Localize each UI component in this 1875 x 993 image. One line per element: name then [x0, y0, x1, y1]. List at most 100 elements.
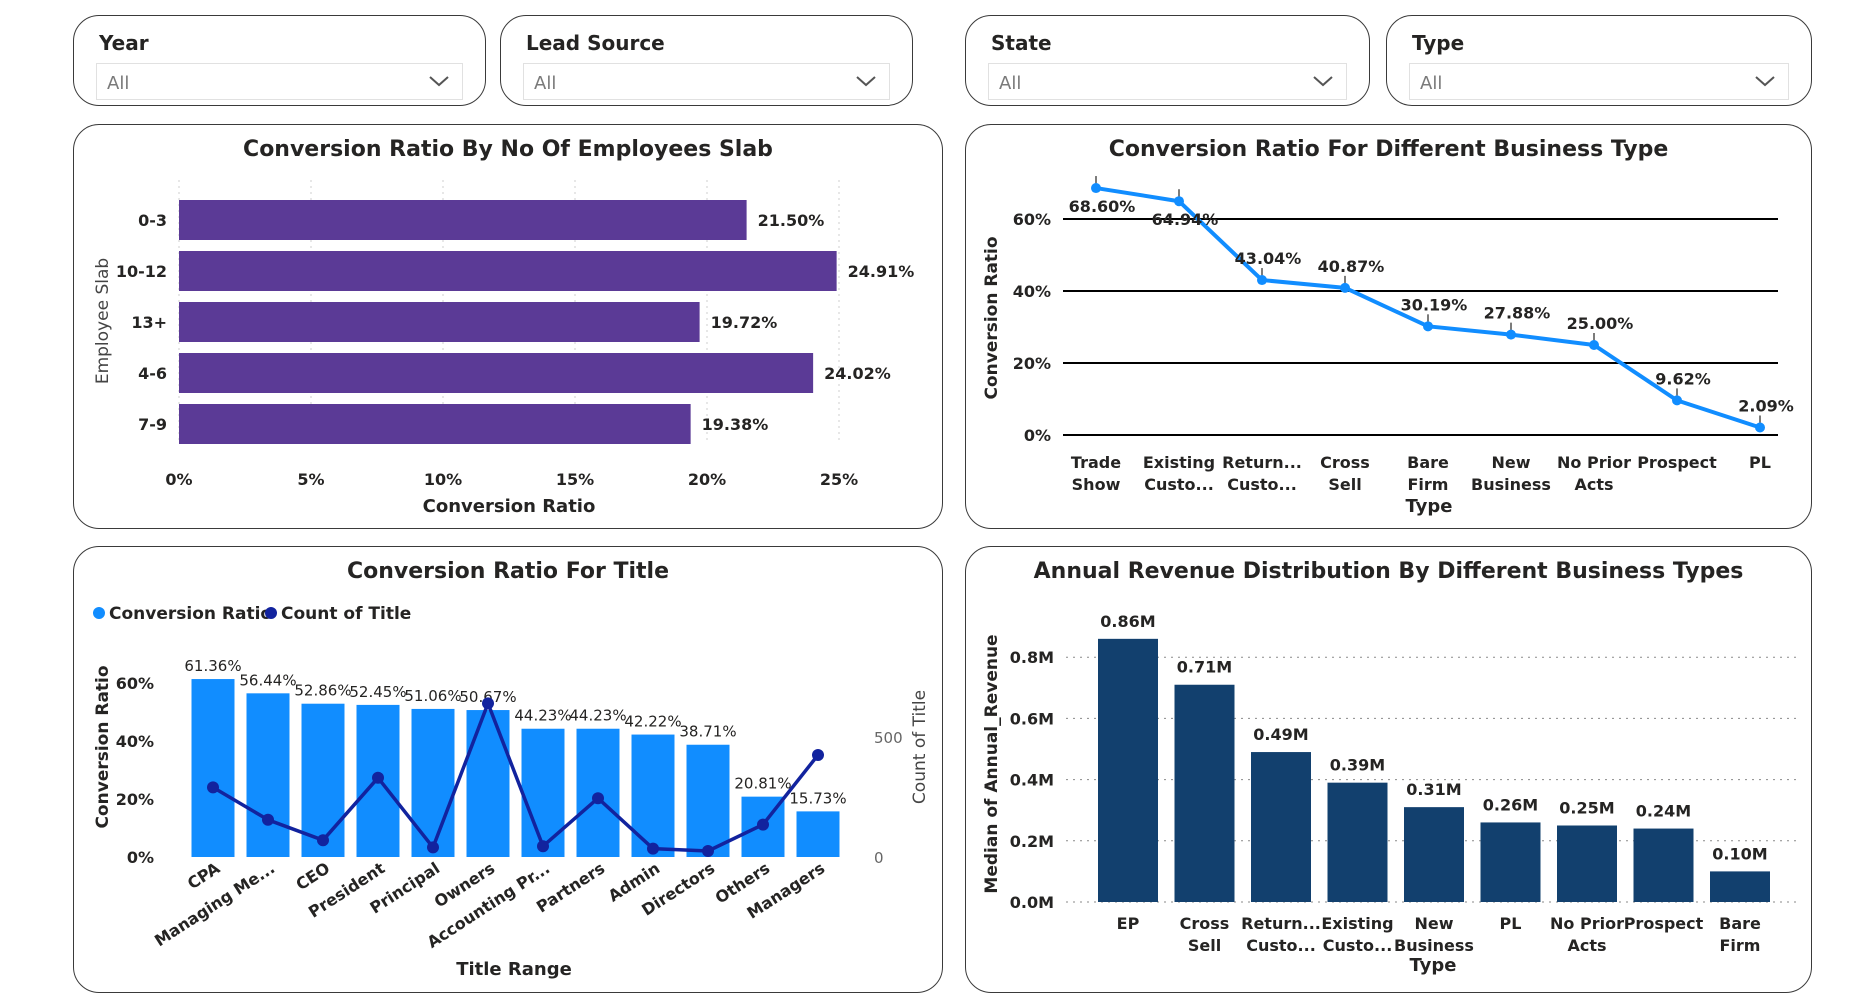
tick-label: 60% — [116, 674, 154, 693]
business-type-plot: 0% 20% 40% 60% 68.60% Trade Show 64.94% Existing… — [982, 176, 1794, 517]
category-label: Acts — [1567, 936, 1606, 955]
data-label: 50.67% — [459, 688, 516, 706]
data-point — [1423, 321, 1433, 332]
category-label: Custo... — [1227, 475, 1297, 494]
data-point — [1506, 329, 1516, 340]
tick-label: 40% — [1013, 282, 1051, 301]
data-label: 43.04% — [1235, 249, 1302, 268]
bar — [179, 353, 814, 393]
data-label: 68.60% — [1069, 197, 1136, 216]
category-label: PL — [1749, 453, 1771, 472]
series-line — [212, 701, 820, 853]
title-conversion-chart[interactable]: Conversion Ratio For Title Conversion Ra… — [73, 546, 943, 993]
type-slicer: Type All — [1386, 15, 1812, 106]
category-label: Trade — [1071, 453, 1121, 472]
legend-label: Conversion Ratio — [109, 604, 272, 624]
bar — [1557, 825, 1617, 902]
data-label: 52.86% — [294, 682, 351, 700]
category-label: 4-6 — [138, 364, 167, 383]
type-dropdown[interactable]: All — [1409, 63, 1789, 100]
data-point — [647, 842, 659, 855]
data-point — [812, 749, 824, 761]
data-label: 2.09% — [1738, 396, 1794, 415]
data-label: 52.45% — [349, 683, 406, 701]
tick-label: 0% — [165, 470, 192, 489]
lead-source-slicer: Lead Source All — [500, 15, 913, 106]
data-point — [1589, 340, 1599, 350]
legend-marker — [265, 607, 277, 619]
bar — [796, 811, 840, 857]
category-label: 0-3 — [138, 211, 167, 230]
state-dropdown[interactable]: All — [988, 63, 1347, 100]
data-label: 44.23% — [569, 707, 626, 725]
chevron-down-icon — [429, 76, 449, 87]
bar — [1174, 684, 1235, 902]
tick-label: 0 — [874, 849, 884, 867]
bar — [179, 200, 747, 240]
data-point — [592, 792, 604, 805]
category-label: Business — [1471, 475, 1551, 494]
category-label: Sell — [1188, 936, 1221, 955]
employee-slab-plot: 0-3 21.50% 10-12 24.91% 13+ 19.72% 4-6 24.02% 7-… — [93, 180, 914, 517]
chevron-down-icon — [856, 76, 876, 87]
dropdown-value: All — [1420, 73, 1443, 94]
legend-label: Count of Title — [281, 604, 411, 624]
data-label: 27.88% — [1484, 304, 1551, 323]
x-axis-title: Type — [1410, 955, 1457, 976]
data-label: 51.06% — [404, 687, 461, 705]
year-slicer: Year All — [73, 15, 486, 106]
bar — [179, 251, 837, 291]
chart-title: Conversion Ratio By No Of Employees Slab — [243, 137, 773, 162]
category-label: Prospect — [1624, 914, 1704, 933]
bar — [1710, 871, 1770, 902]
annual-revenue-chart[interactable]: Annual Revenue Distribution By Different… — [965, 546, 1812, 993]
data-label: 0.71M — [1177, 658, 1232, 677]
chart-title: Conversion Ratio For Title — [346, 559, 669, 584]
data-label: 15.73% — [789, 789, 846, 807]
bar — [179, 302, 700, 342]
category-label: No Prior — [1550, 914, 1624, 933]
data-label: 0.26M — [1483, 795, 1538, 814]
tick-label: 0% — [1024, 426, 1051, 445]
tick-label: 20% — [1013, 354, 1051, 373]
slicer-title: State — [991, 31, 1052, 55]
data-label: 21.50% — [758, 211, 825, 230]
slicer-title: Type — [1412, 31, 1465, 55]
bar — [631, 734, 675, 857]
category-label: New — [1414, 914, 1453, 933]
bar — [1633, 828, 1694, 902]
lead-source-dropdown[interactable]: All — [523, 63, 890, 100]
chevron-down-icon — [1755, 76, 1775, 87]
employee-slab-chart[interactable]: Conversion Ratio By No Of Employees Slab… — [73, 124, 943, 529]
year-dropdown[interactable]: All — [96, 63, 463, 100]
tick-label: 25% — [820, 470, 858, 489]
category-label: CEO — [292, 858, 333, 894]
tick-label: 20% — [688, 470, 726, 489]
category-label: Cross — [1180, 914, 1230, 933]
y-axis-title: Conversion Ratio — [93, 665, 113, 828]
data-label: 24.02% — [824, 364, 891, 383]
tick-label: 500 — [874, 729, 903, 747]
data-label: 40.87% — [1318, 257, 1385, 276]
category-label: Show — [1072, 475, 1121, 494]
data-point — [1174, 196, 1184, 207]
tick-label: 0% — [127, 848, 154, 867]
slicer-title: Year — [99, 31, 149, 55]
tick-label: 5% — [297, 470, 324, 489]
business-type-chart[interactable]: Conversion Ratio For Different Business … — [965, 124, 1812, 529]
data-label: 0.10M — [1712, 844, 1767, 863]
data-point — [427, 841, 439, 854]
category-label: Firm — [1408, 475, 1449, 494]
category-label: New — [1491, 453, 1530, 472]
tick-label: 20% — [116, 790, 154, 809]
bar — [521, 728, 565, 857]
x-axis-title: Conversion Ratio — [423, 496, 596, 517]
y-axis-title: Median of Annual_Revenue — [982, 634, 1002, 893]
data-point — [1091, 183, 1101, 194]
category-label: Firm — [1720, 936, 1761, 955]
data-point — [1257, 275, 1267, 286]
category-label: No Prior — [1557, 453, 1631, 472]
bar — [301, 703, 345, 857]
category-label: CPA — [184, 858, 224, 893]
data-point — [1755, 422, 1765, 433]
